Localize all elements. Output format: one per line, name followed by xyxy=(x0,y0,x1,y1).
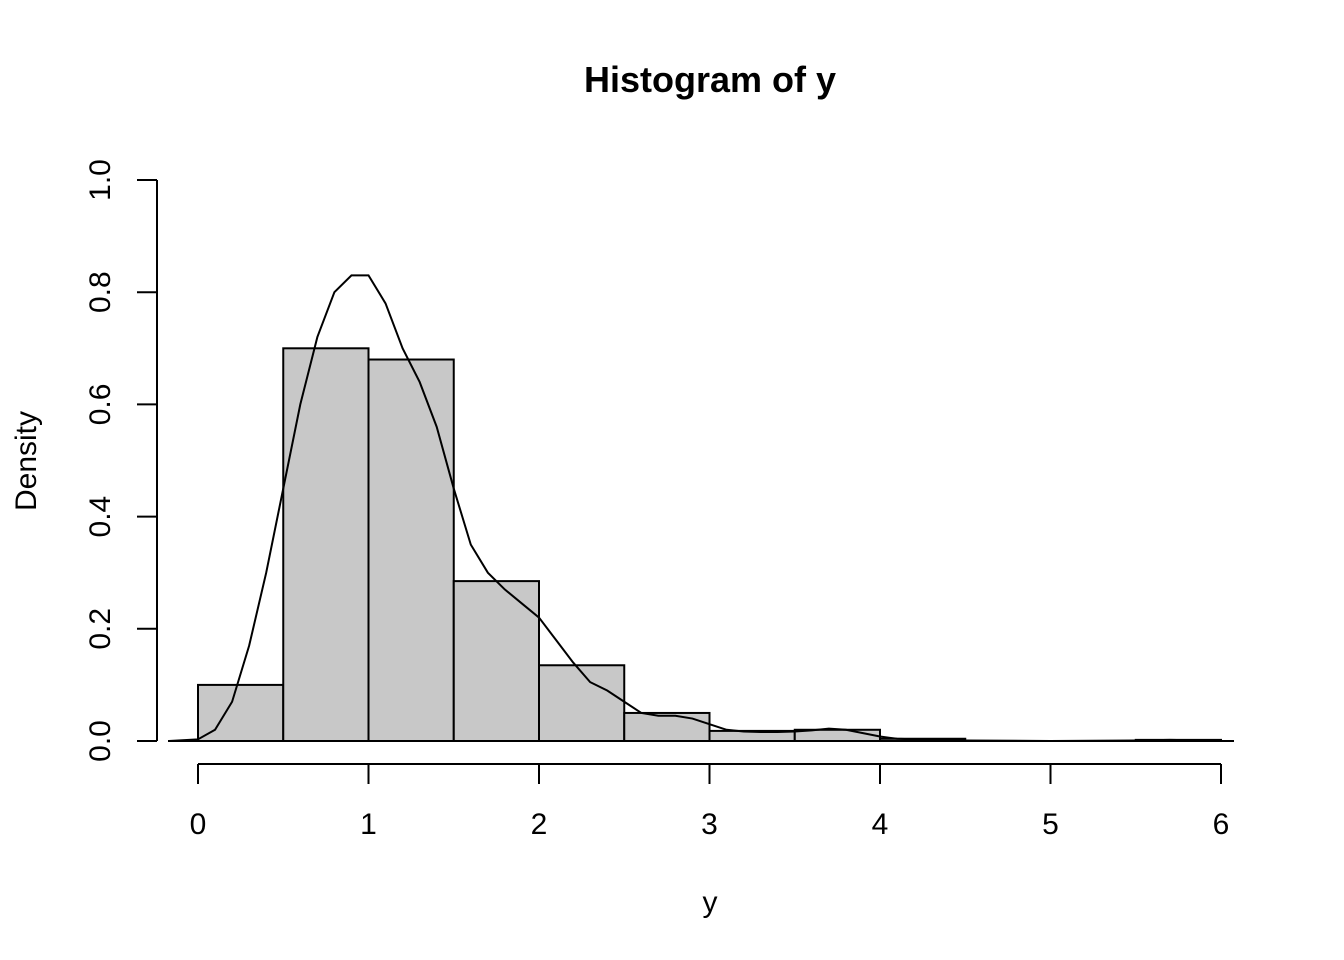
histogram-bars xyxy=(197,347,1222,743)
chart-title: Histogram of y xyxy=(584,59,836,100)
x-axis-label: y xyxy=(703,886,718,919)
x-axis: 0 1 2 3 4 5 6 xyxy=(190,763,1230,841)
histogram-bar xyxy=(282,347,370,742)
histogram-bar xyxy=(623,711,711,743)
y-tick-label: 1.0 xyxy=(84,159,117,201)
y-tick-label: 0.2 xyxy=(84,608,117,650)
x-tick-label: 6 xyxy=(1213,808,1230,841)
histogram-bar xyxy=(538,664,626,743)
y-tick-label: 0.0 xyxy=(84,720,117,762)
x-tick-label: 0 xyxy=(190,808,207,841)
histogram-bar xyxy=(367,358,455,742)
x-tick-label: 3 xyxy=(701,808,718,841)
y-axis-label: Density xyxy=(10,411,43,511)
x-tick-label: 5 xyxy=(1042,808,1059,841)
y-tick-label: 0.6 xyxy=(84,384,117,426)
y-tick-label: 0.4 xyxy=(84,496,117,538)
y-axis: 0.0 0.2 0.4 0.6 0.8 1.0 xyxy=(84,159,158,762)
x-tick-label: 2 xyxy=(531,808,548,841)
y-tick-label: 0.8 xyxy=(84,271,117,313)
x-tick-label: 4 xyxy=(872,808,889,841)
x-tick-label: 1 xyxy=(360,808,377,841)
histogram-bar xyxy=(452,580,540,742)
density-curve xyxy=(168,274,1222,743)
